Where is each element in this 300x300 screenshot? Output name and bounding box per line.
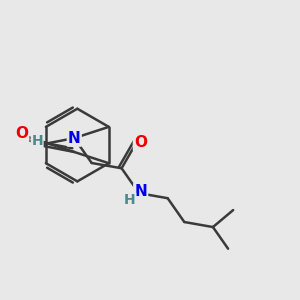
Text: O: O <box>15 126 28 141</box>
Text: H: H <box>31 134 43 148</box>
Text: O: O <box>134 135 147 150</box>
Text: N: N <box>134 184 147 199</box>
Text: N: N <box>68 130 81 146</box>
Text: H: H <box>124 194 136 207</box>
